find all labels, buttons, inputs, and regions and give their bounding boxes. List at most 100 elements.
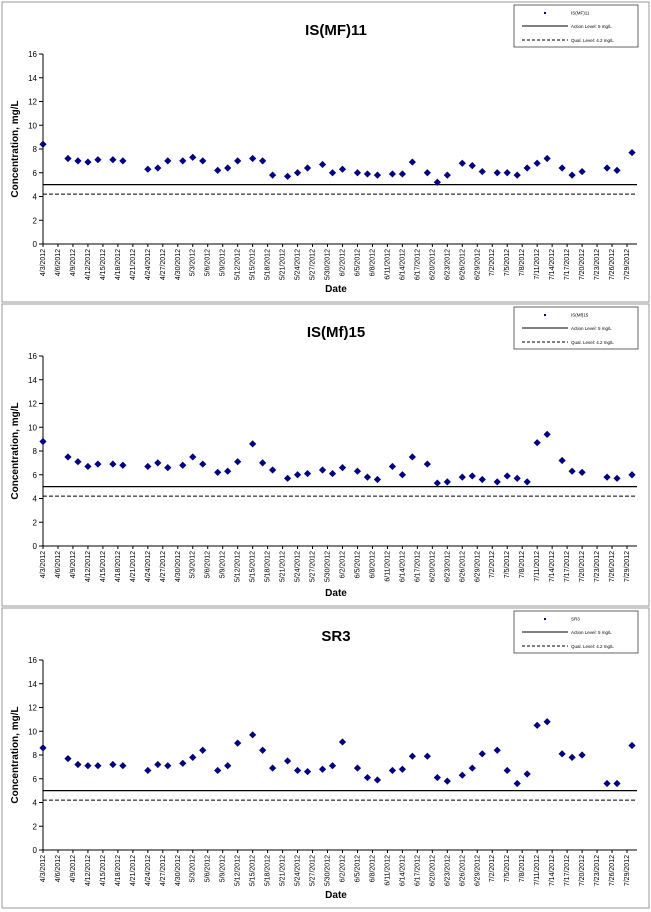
x-tick-label: 5/3/2012 [190, 551, 197, 578]
x-tick-label: 4/18/2012 [115, 855, 122, 886]
x-tick-label: 6/2/2012 [339, 249, 346, 276]
data-point [353, 467, 362, 475]
data-point [423, 169, 431, 177]
x-tick-label: 5/27/2012 [310, 249, 317, 280]
data-point [408, 453, 416, 461]
data-point [64, 154, 72, 163]
y-tick-label: 8 [33, 447, 38, 456]
data-point [84, 158, 92, 166]
y-tick-label: 10 [28, 121, 37, 130]
data-point [269, 171, 277, 179]
x-tick-label: 4/21/2012 [130, 855, 137, 886]
data-point [458, 771, 466, 779]
chart-1: IS(MF)11 IS(MF)11 Action Level: 5 mg/L Qual… [1, 1, 650, 303]
x-tick-label: 7/17/2012 [564, 855, 571, 886]
x-tick-label: 5/15/2012 [250, 855, 257, 886]
x-tick-label: 5/24/2012 [295, 551, 302, 582]
x-tick-label: 7/23/2012 [594, 855, 601, 886]
data-point [468, 472, 476, 480]
data-point [533, 159, 541, 167]
data-point [513, 171, 521, 179]
x-tick-label: 7/23/2012 [594, 551, 601, 582]
x-tick-label: 7/20/2012 [579, 249, 586, 280]
data-point [249, 731, 257, 739]
x-tick-label: 5/27/2012 [310, 855, 317, 886]
x-tick-label: 6/26/2012 [459, 249, 466, 280]
data-point [74, 458, 82, 466]
data-point [443, 478, 451, 486]
data-point [109, 760, 117, 769]
data-point [164, 157, 172, 165]
y-tick-label: 0 [33, 846, 38, 855]
data-point [249, 440, 257, 448]
data-point [234, 739, 242, 747]
data-point [468, 764, 476, 772]
data-point [224, 164, 232, 172]
data-point [224, 467, 232, 475]
x-tick-label: 5/24/2012 [295, 855, 302, 886]
x-tick-label: 6/26/2012 [459, 551, 466, 582]
data-point [303, 469, 312, 478]
y-tick-label: 12 [28, 98, 37, 107]
x-tick-label: 4/27/2012 [160, 855, 167, 886]
x-tick-label: 5/15/2012 [250, 249, 257, 280]
x-tick-label: 5/12/2012 [235, 855, 242, 886]
x-tick-label: 6/5/2012 [354, 855, 361, 882]
x-tick-label: 4/9/2012 [70, 855, 77, 882]
x-tick-label: 4/24/2012 [145, 855, 152, 886]
data-point [613, 474, 621, 482]
data-point [433, 773, 441, 782]
x-tick-label: 5/18/2012 [265, 855, 272, 886]
x-tick-label: 6/23/2012 [444, 855, 451, 886]
data-point [328, 169, 337, 177]
data-point [373, 776, 382, 784]
data-point [84, 762, 92, 770]
legend-entry: Action Level: 5 mg/L [571, 24, 612, 29]
data-point [109, 156, 117, 164]
data-point [84, 462, 92, 471]
chart-2: IS(Mf)15 IS(Mf)15 Action Level: 5 mg/L Qual… [1, 303, 650, 607]
data-point [533, 439, 541, 447]
data-point [558, 750, 566, 758]
x-tick-label: 5/30/2012 [325, 249, 332, 280]
x-tick-label: 5/21/2012 [280, 551, 287, 582]
x-tick-label: 4/9/2012 [70, 551, 77, 578]
x-tick-label: 5/6/2012 [205, 551, 212, 578]
x-tick-label: 5/9/2012 [220, 249, 227, 276]
x-tick-label: 4/3/2012 [40, 855, 47, 882]
x-tick-label: 7/23/2012 [594, 249, 601, 280]
y-tick-label: 2 [33, 822, 38, 831]
x-tick-label: 7/8/2012 [519, 249, 526, 276]
data-point [408, 752, 416, 760]
data-point [144, 165, 152, 173]
x-axis-label: Date [325, 284, 347, 295]
data-point [224, 762, 232, 770]
data-point [259, 746, 267, 754]
data-point [39, 437, 47, 446]
x-tick-label: 6/17/2012 [414, 855, 421, 886]
x-tick-label: 4/24/2012 [145, 551, 152, 582]
y-tick-label: 0 [33, 240, 38, 249]
data-point [94, 156, 102, 164]
y-tick-label: 4 [33, 193, 38, 202]
data-point [398, 170, 406, 178]
x-tick-label: 5/24/2012 [295, 249, 302, 280]
x-tick-label: 6/20/2012 [429, 855, 436, 886]
y-tick-label: 8 [33, 145, 38, 154]
x-tick-label: 7/11/2012 [534, 551, 541, 582]
y-tick-label: 10 [28, 423, 37, 432]
x-tick-label: 5/18/2012 [265, 249, 272, 280]
y-tick-label: 8 [33, 751, 38, 760]
x-tick-label: 4/27/2012 [160, 551, 167, 582]
x-tick-label: 7/26/2012 [609, 855, 616, 886]
y-tick-label: 12 [28, 400, 37, 409]
data-point [603, 164, 611, 172]
chart-frame [1, 607, 650, 909]
x-tick-label: 4/6/2012 [55, 855, 62, 882]
x-tick-label: 6/17/2012 [414, 551, 421, 582]
x-tick-label: 5/6/2012 [205, 855, 212, 882]
data-point [328, 469, 337, 478]
data-point [74, 760, 82, 769]
data-point [303, 768, 312, 776]
x-tick-label: 5/12/2012 [235, 249, 242, 280]
